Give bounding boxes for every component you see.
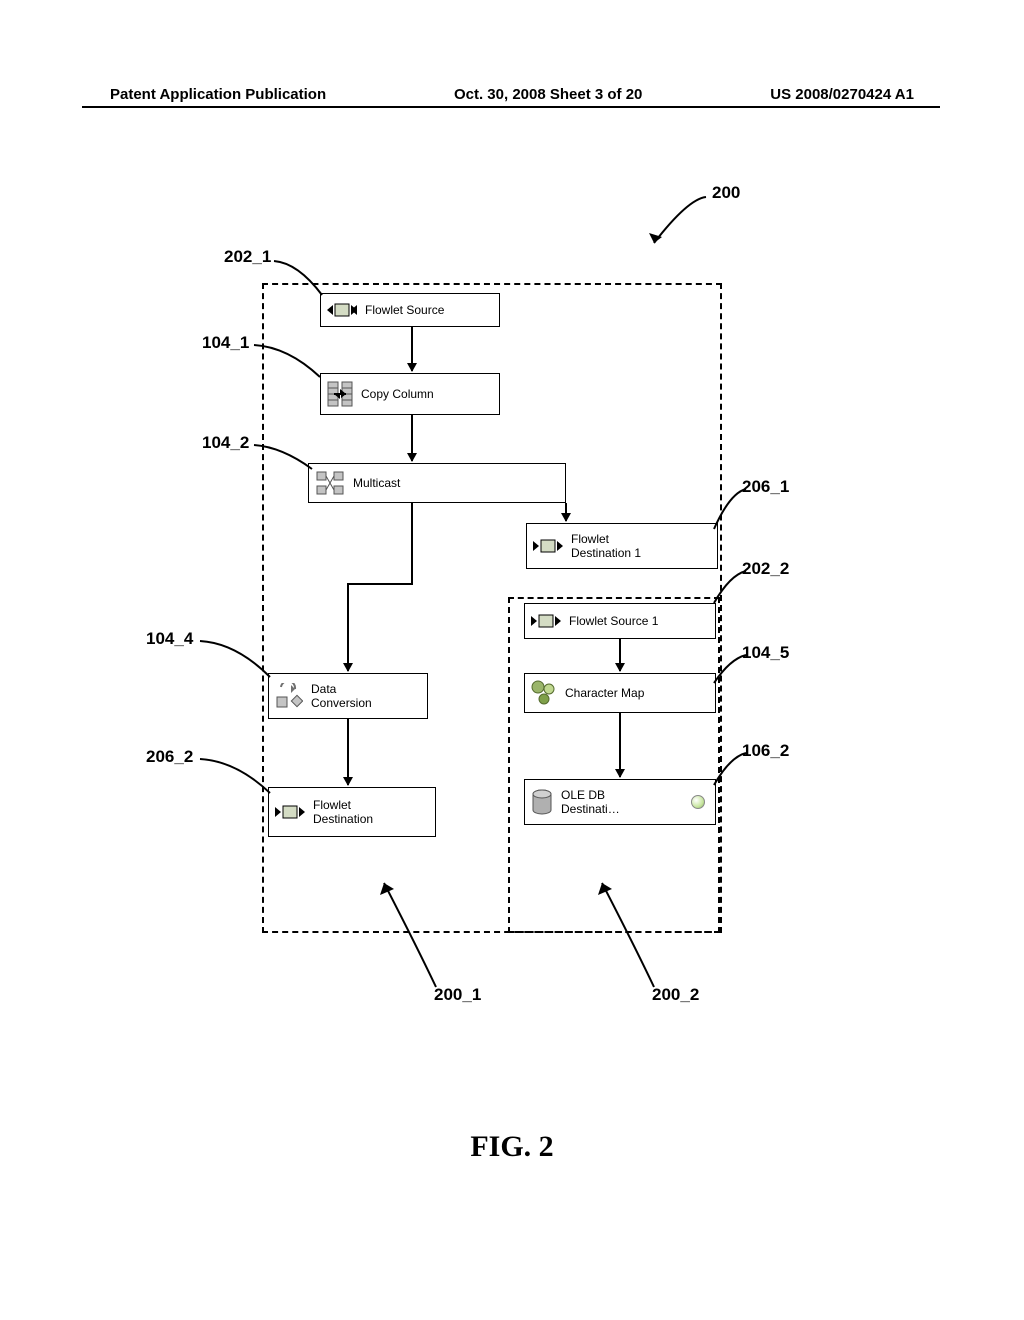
copy-column-icon bbox=[327, 381, 353, 407]
node-flowlet-destination: Flowlet Destination bbox=[268, 787, 436, 837]
node-label: Flowlet Source bbox=[365, 303, 444, 317]
character-map-icon bbox=[531, 680, 557, 706]
arrow bbox=[347, 719, 349, 785]
node-ole-db-destination: OLE DB Destinati… bbox=[524, 779, 716, 825]
header-center: Oct. 30, 2008 Sheet 3 of 20 bbox=[454, 86, 642, 103]
leader-arrow bbox=[376, 875, 446, 991]
node-label: Data Conversion bbox=[311, 682, 372, 710]
node-label: Flowlet Source 1 bbox=[569, 614, 658, 628]
leader-line bbox=[198, 757, 274, 797]
node-label: Copy Column bbox=[361, 387, 434, 401]
ref-label-200: 200 bbox=[712, 183, 740, 203]
arrow bbox=[565, 503, 567, 521]
status-indicator-icon bbox=[691, 795, 705, 809]
ref-label-104-2: 104_2 bbox=[202, 433, 249, 453]
leader-line bbox=[710, 653, 750, 687]
figure-caption: FIG. 2 bbox=[0, 1130, 1024, 1164]
page: Patent Application Publication Oct. 30, … bbox=[0, 0, 1024, 1320]
node-copy-column: Copy Column bbox=[320, 373, 500, 415]
leader-line bbox=[710, 487, 750, 533]
header-right: US 2008/0270424 A1 bbox=[770, 86, 914, 103]
leader-line bbox=[272, 259, 328, 301]
leader-line bbox=[710, 569, 750, 607]
diagram: Flowlet Source Copy Column bbox=[180, 175, 740, 935]
leader-line bbox=[252, 443, 316, 473]
node-multicast: Multicast bbox=[308, 463, 566, 503]
node-character-map: Character Map bbox=[524, 673, 716, 713]
node-flowlet-source: Flowlet Source bbox=[320, 293, 500, 327]
ref-label-206-2: 206_2 bbox=[146, 747, 193, 767]
leader-line bbox=[648, 193, 708, 253]
arrow bbox=[411, 327, 413, 371]
node-label: Flowlet Destination 1 bbox=[571, 532, 641, 560]
header-rule bbox=[82, 106, 940, 108]
node-flowlet-destination-1: Flowlet Destination 1 bbox=[526, 523, 718, 569]
node-label: Flowlet Destination bbox=[313, 798, 373, 826]
ref-label-202-1: 202_1 bbox=[224, 247, 271, 267]
node-label: OLE DB Destinati… bbox=[561, 788, 620, 816]
leader-line bbox=[710, 751, 750, 789]
database-icon bbox=[531, 789, 553, 815]
ref-label-104-4: 104_4 bbox=[146, 629, 193, 649]
header-left: Patent Application Publication bbox=[110, 86, 326, 103]
flowlet-icon bbox=[275, 803, 305, 821]
leader-line bbox=[198, 639, 274, 681]
flowlet-icon bbox=[327, 301, 357, 319]
ref-label-104-1: 104_1 bbox=[202, 333, 249, 353]
leader-arrow bbox=[594, 875, 664, 991]
arrow bbox=[619, 713, 621, 777]
leader-line bbox=[252, 343, 324, 381]
multicast-icon bbox=[315, 470, 345, 496]
flowlet-icon bbox=[533, 537, 563, 555]
flowlet-icon bbox=[531, 612, 561, 630]
node-label: Character Map bbox=[565, 686, 644, 700]
arrow bbox=[411, 415, 413, 461]
arrow bbox=[619, 639, 621, 671]
node-data-conversion: Data Conversion bbox=[268, 673, 428, 719]
data-conversion-icon bbox=[275, 683, 303, 709]
node-flowlet-source-1: Flowlet Source 1 bbox=[524, 603, 716, 639]
page-header: Patent Application Publication Oct. 30, … bbox=[0, 86, 1024, 103]
node-label: Multicast bbox=[353, 476, 400, 490]
